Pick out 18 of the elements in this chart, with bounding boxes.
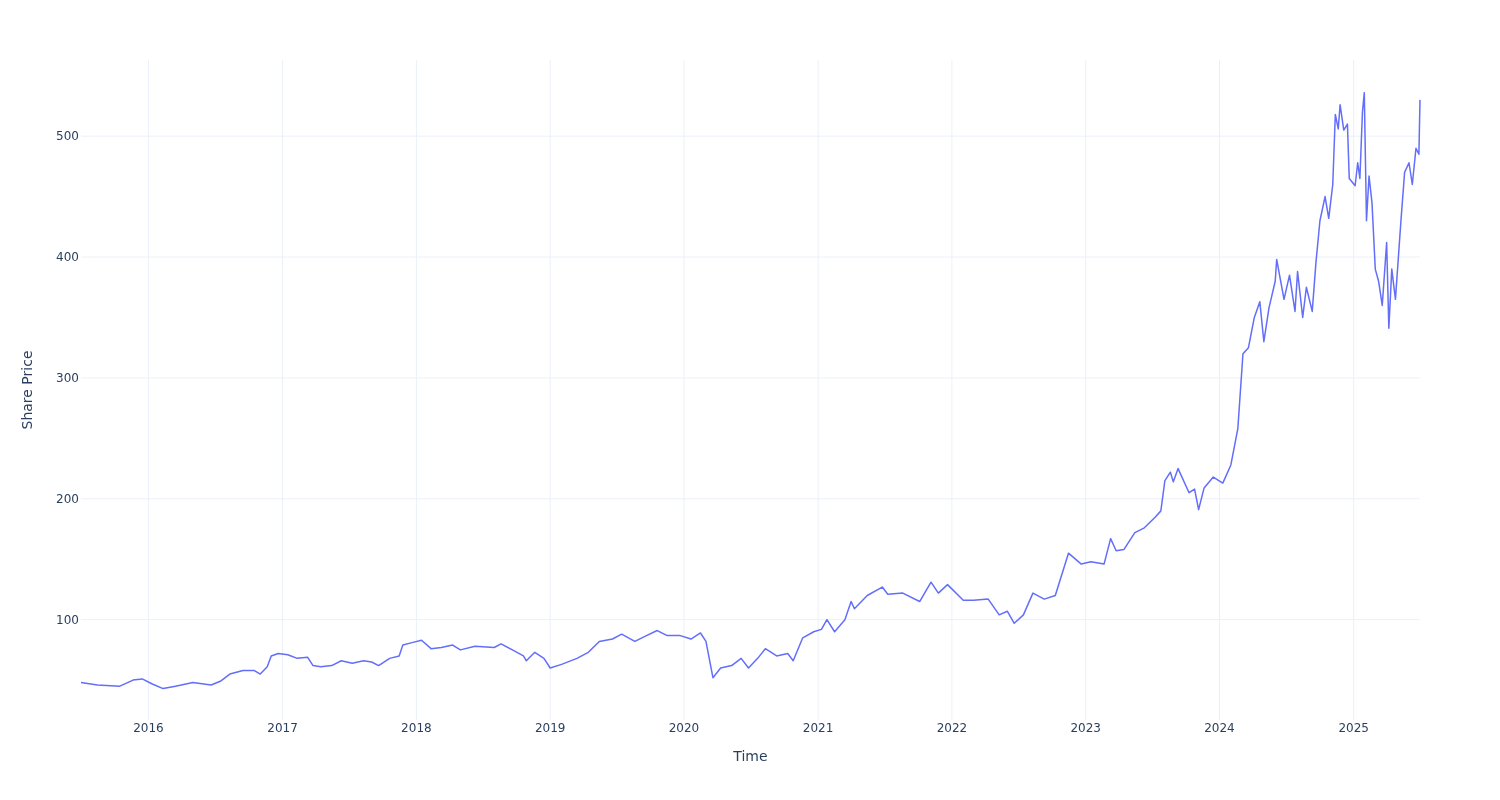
x-axis-title: Time xyxy=(732,748,768,764)
line-series xyxy=(80,91,1421,690)
x-tick-label: 2024 xyxy=(1204,721,1235,735)
x-tick-label: 2023 xyxy=(1070,721,1101,735)
y-tick-label: 100 xyxy=(56,612,79,627)
x-tick-label: 2025 xyxy=(1338,721,1369,735)
x-tick-label: 2021 xyxy=(802,721,834,735)
x-tick-label: 2019 xyxy=(534,721,566,735)
y-tick-label: 400 xyxy=(56,250,79,265)
y-tick-label: 200 xyxy=(56,491,79,506)
x-tick-label: 2020 xyxy=(668,721,700,735)
x-tick-label: 2016 xyxy=(133,721,164,735)
x-tick-label: 2018 xyxy=(401,721,432,735)
x-tick-label: 2022 xyxy=(936,721,968,735)
y-tick-label: 300 xyxy=(56,371,79,386)
x-tick-label: 2017 xyxy=(267,721,298,735)
y-tick-label: 500 xyxy=(56,129,79,144)
y-axis-title: Share Price xyxy=(19,350,35,430)
